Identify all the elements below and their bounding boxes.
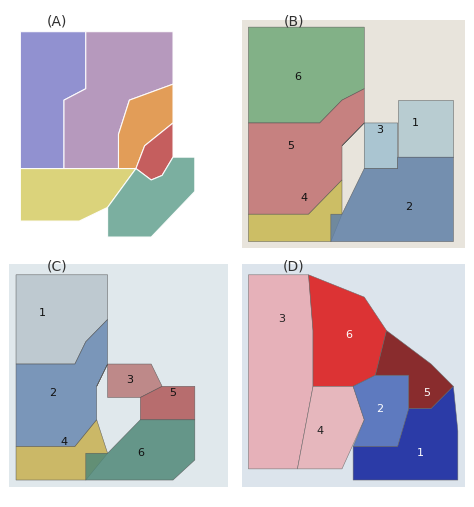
Polygon shape [20, 31, 86, 168]
Text: 1: 1 [39, 308, 46, 318]
Polygon shape [375, 331, 453, 409]
Polygon shape [331, 157, 453, 242]
Polygon shape [16, 275, 108, 364]
Polygon shape [140, 386, 195, 420]
Polygon shape [398, 100, 453, 157]
Polygon shape [136, 123, 173, 180]
Polygon shape [298, 386, 364, 469]
Text: 2: 2 [49, 388, 57, 398]
Polygon shape [118, 84, 173, 168]
Text: 2: 2 [405, 202, 412, 212]
Text: 5: 5 [287, 141, 294, 151]
Text: 3: 3 [126, 375, 133, 385]
Text: 5: 5 [170, 388, 176, 398]
Text: (A): (A) [47, 14, 67, 28]
Polygon shape [16, 420, 108, 480]
Text: (D): (D) [283, 260, 305, 274]
Polygon shape [353, 375, 409, 447]
Polygon shape [248, 275, 313, 469]
Text: 3: 3 [278, 314, 285, 324]
Polygon shape [97, 364, 162, 397]
Text: 3: 3 [376, 125, 383, 135]
Text: 4: 4 [316, 426, 323, 436]
Text: (C): (C) [46, 260, 67, 274]
Polygon shape [353, 386, 458, 480]
Polygon shape [248, 180, 342, 242]
Text: 6: 6 [137, 448, 144, 458]
Polygon shape [20, 168, 136, 221]
Polygon shape [64, 31, 173, 168]
Text: 4: 4 [60, 437, 68, 447]
Polygon shape [248, 89, 364, 214]
Text: 2: 2 [376, 404, 383, 414]
Text: 1: 1 [412, 118, 419, 128]
Text: 4: 4 [301, 193, 308, 203]
Text: 5: 5 [423, 388, 430, 398]
Polygon shape [16, 319, 108, 447]
Polygon shape [342, 123, 398, 168]
Text: 1: 1 [417, 448, 423, 458]
Text: 6: 6 [345, 330, 352, 340]
Text: (B): (B) [283, 14, 304, 28]
Polygon shape [248, 27, 364, 123]
Polygon shape [309, 275, 387, 386]
Text: 6: 6 [294, 73, 301, 82]
Polygon shape [108, 157, 195, 237]
Polygon shape [86, 420, 195, 480]
